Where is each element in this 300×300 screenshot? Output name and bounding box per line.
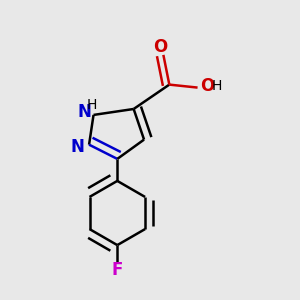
Text: N: N <box>71 138 85 156</box>
Text: H: H <box>87 98 97 112</box>
Text: O: O <box>153 38 167 56</box>
Text: O: O <box>200 77 215 95</box>
Text: N: N <box>78 103 92 121</box>
Text: H: H <box>212 79 222 93</box>
Text: F: F <box>112 261 123 279</box>
